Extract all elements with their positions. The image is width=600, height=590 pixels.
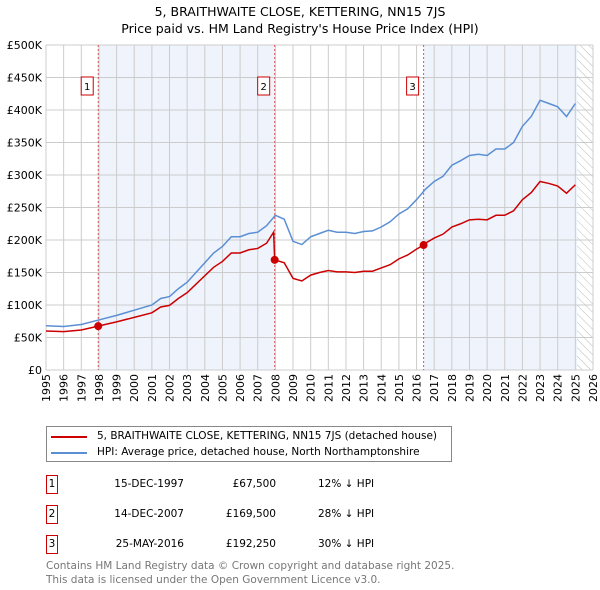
x-tick-label: 1999 — [111, 374, 124, 402]
x-tick-label: 2010 — [305, 374, 318, 402]
x-tick-label: 2018 — [446, 374, 459, 402]
sale-marker: 2 — [46, 505, 58, 524]
sale-marker: 3 — [46, 535, 58, 554]
sale-point — [270, 255, 279, 264]
x-tick-label: 2015 — [393, 374, 406, 402]
legend: 5, BRAITHWAITE CLOSE, KETTERING, NN15 7J… — [46, 426, 452, 462]
sale-hpi-diff: 30% ↓ HPI — [318, 538, 375, 550]
x-tick-label: 2007 — [252, 374, 265, 402]
hpi-line — [45, 99, 576, 328]
chart-title: 5, BRAITHWAITE CLOSE, KETTERING, NN15 7J… — [154, 4, 446, 19]
x-tick-label: 2021 — [499, 374, 512, 402]
chart-subtitle: Price paid vs. HM Land Registry's House … — [121, 21, 479, 36]
footer-copyright: Contains HM Land Registry data © Crown c… — [46, 560, 455, 572]
y-tick-label: £150K — [7, 267, 43, 280]
sale-row: 1 15-DEC-1997 £67,500 12% ↓ HPI — [46, 475, 446, 495]
sale-point — [94, 322, 103, 331]
x-tick-label: 1995 — [40, 374, 53, 402]
sale-label-box — [80, 76, 94, 96]
x-tick-label: 2023 — [534, 374, 547, 402]
sale-price: £192,250 — [225, 538, 276, 550]
y-tick-label: £200K — [7, 234, 43, 247]
legend-red-line — [51, 435, 87, 438]
x-tick-label: 2013 — [358, 374, 371, 402]
x-tick-label: 1998 — [93, 374, 106, 402]
sale-hpi-diff: 28% ↓ HPI — [318, 508, 375, 520]
x-tick-label: 2025 — [569, 374, 582, 402]
y-tick-label: £50K — [14, 332, 43, 345]
legend-property: 5, BRAITHWAITE CLOSE, KETTERING, NN15 7J… — [97, 430, 438, 442]
y-tick-label: £250K — [7, 202, 43, 215]
y-tick-label: £400K — [7, 104, 43, 117]
x-tick-label: 2005 — [216, 374, 229, 402]
x-tick-label: 2012 — [340, 374, 353, 402]
x-tick-label: 2017 — [428, 374, 441, 402]
legend-hpi: HPI: Average price, detached house, Nort… — [97, 446, 420, 458]
property-price-line — [45, 180, 576, 333]
sale-date: 14-DEC-2007 — [114, 508, 184, 520]
x-tick-label: 2020 — [481, 374, 494, 402]
x-tick-label: 2000 — [128, 374, 141, 402]
sale-label: 1 — [84, 82, 90, 93]
y-tick-label: £0 — [28, 364, 42, 377]
sale-price: £169,500 — [225, 508, 276, 520]
footer-licence: This data is licensed under the Open Gov… — [46, 574, 381, 586]
sale-price: £67,500 — [232, 478, 276, 490]
x-tick-label: 1996 — [58, 374, 71, 402]
x-tick-label: 2003 — [181, 374, 194, 402]
x-tick-label: 2009 — [287, 374, 300, 402]
x-tick-label: 2022 — [516, 374, 529, 402]
x-tick-label: 1997 — [75, 374, 88, 402]
x-tick-label: 2002 — [164, 374, 177, 402]
sale-hpi-diff: 12% ↓ HPI — [318, 478, 375, 490]
sale-date: 25-MAY-2016 — [115, 538, 184, 550]
sale-label-box — [406, 76, 420, 96]
sale-row: 2 14-DEC-2007 £169,500 28% ↓ HPI — [46, 505, 446, 525]
x-tick-label: 2024 — [552, 374, 565, 402]
sale-label-box — [257, 76, 271, 96]
y-tick-label: £300K — [7, 169, 43, 182]
y-tick-label: £450K — [7, 72, 43, 85]
y-tick-label: £350K — [7, 137, 43, 150]
sale-point — [419, 241, 428, 250]
x-tick-label: 2006 — [234, 374, 247, 402]
legend-blue-line — [51, 451, 87, 454]
price-chart: 1995 1996 1997 1998 1999 2000 2001 2002 2003 2004… — [7, 39, 600, 402]
x-tick-label: 2004 — [199, 374, 212, 402]
sale-marker: 1 — [46, 475, 58, 494]
x-tick-label: 2011 — [322, 374, 335, 402]
x-tick-label: 2026 — [587, 374, 600, 402]
sale-label: 2 — [260, 82, 266, 93]
sale-date: 15-DEC-1997 — [114, 478, 184, 490]
x-tick-label: 2014 — [375, 374, 388, 402]
y-tick-label: £500K — [7, 39, 43, 52]
x-tick-label: 2008 — [269, 374, 282, 402]
y-tick-label: £100K — [7, 299, 43, 312]
x-tick-label: 2001 — [146, 374, 159, 402]
sale-label: 3 — [409, 82, 415, 93]
x-tick-label: 2016 — [411, 374, 424, 402]
sale-row: 3 25-MAY-2016 £192,250 30% ↓ HPI — [46, 535, 446, 555]
x-tick-label: 2019 — [463, 374, 476, 402]
